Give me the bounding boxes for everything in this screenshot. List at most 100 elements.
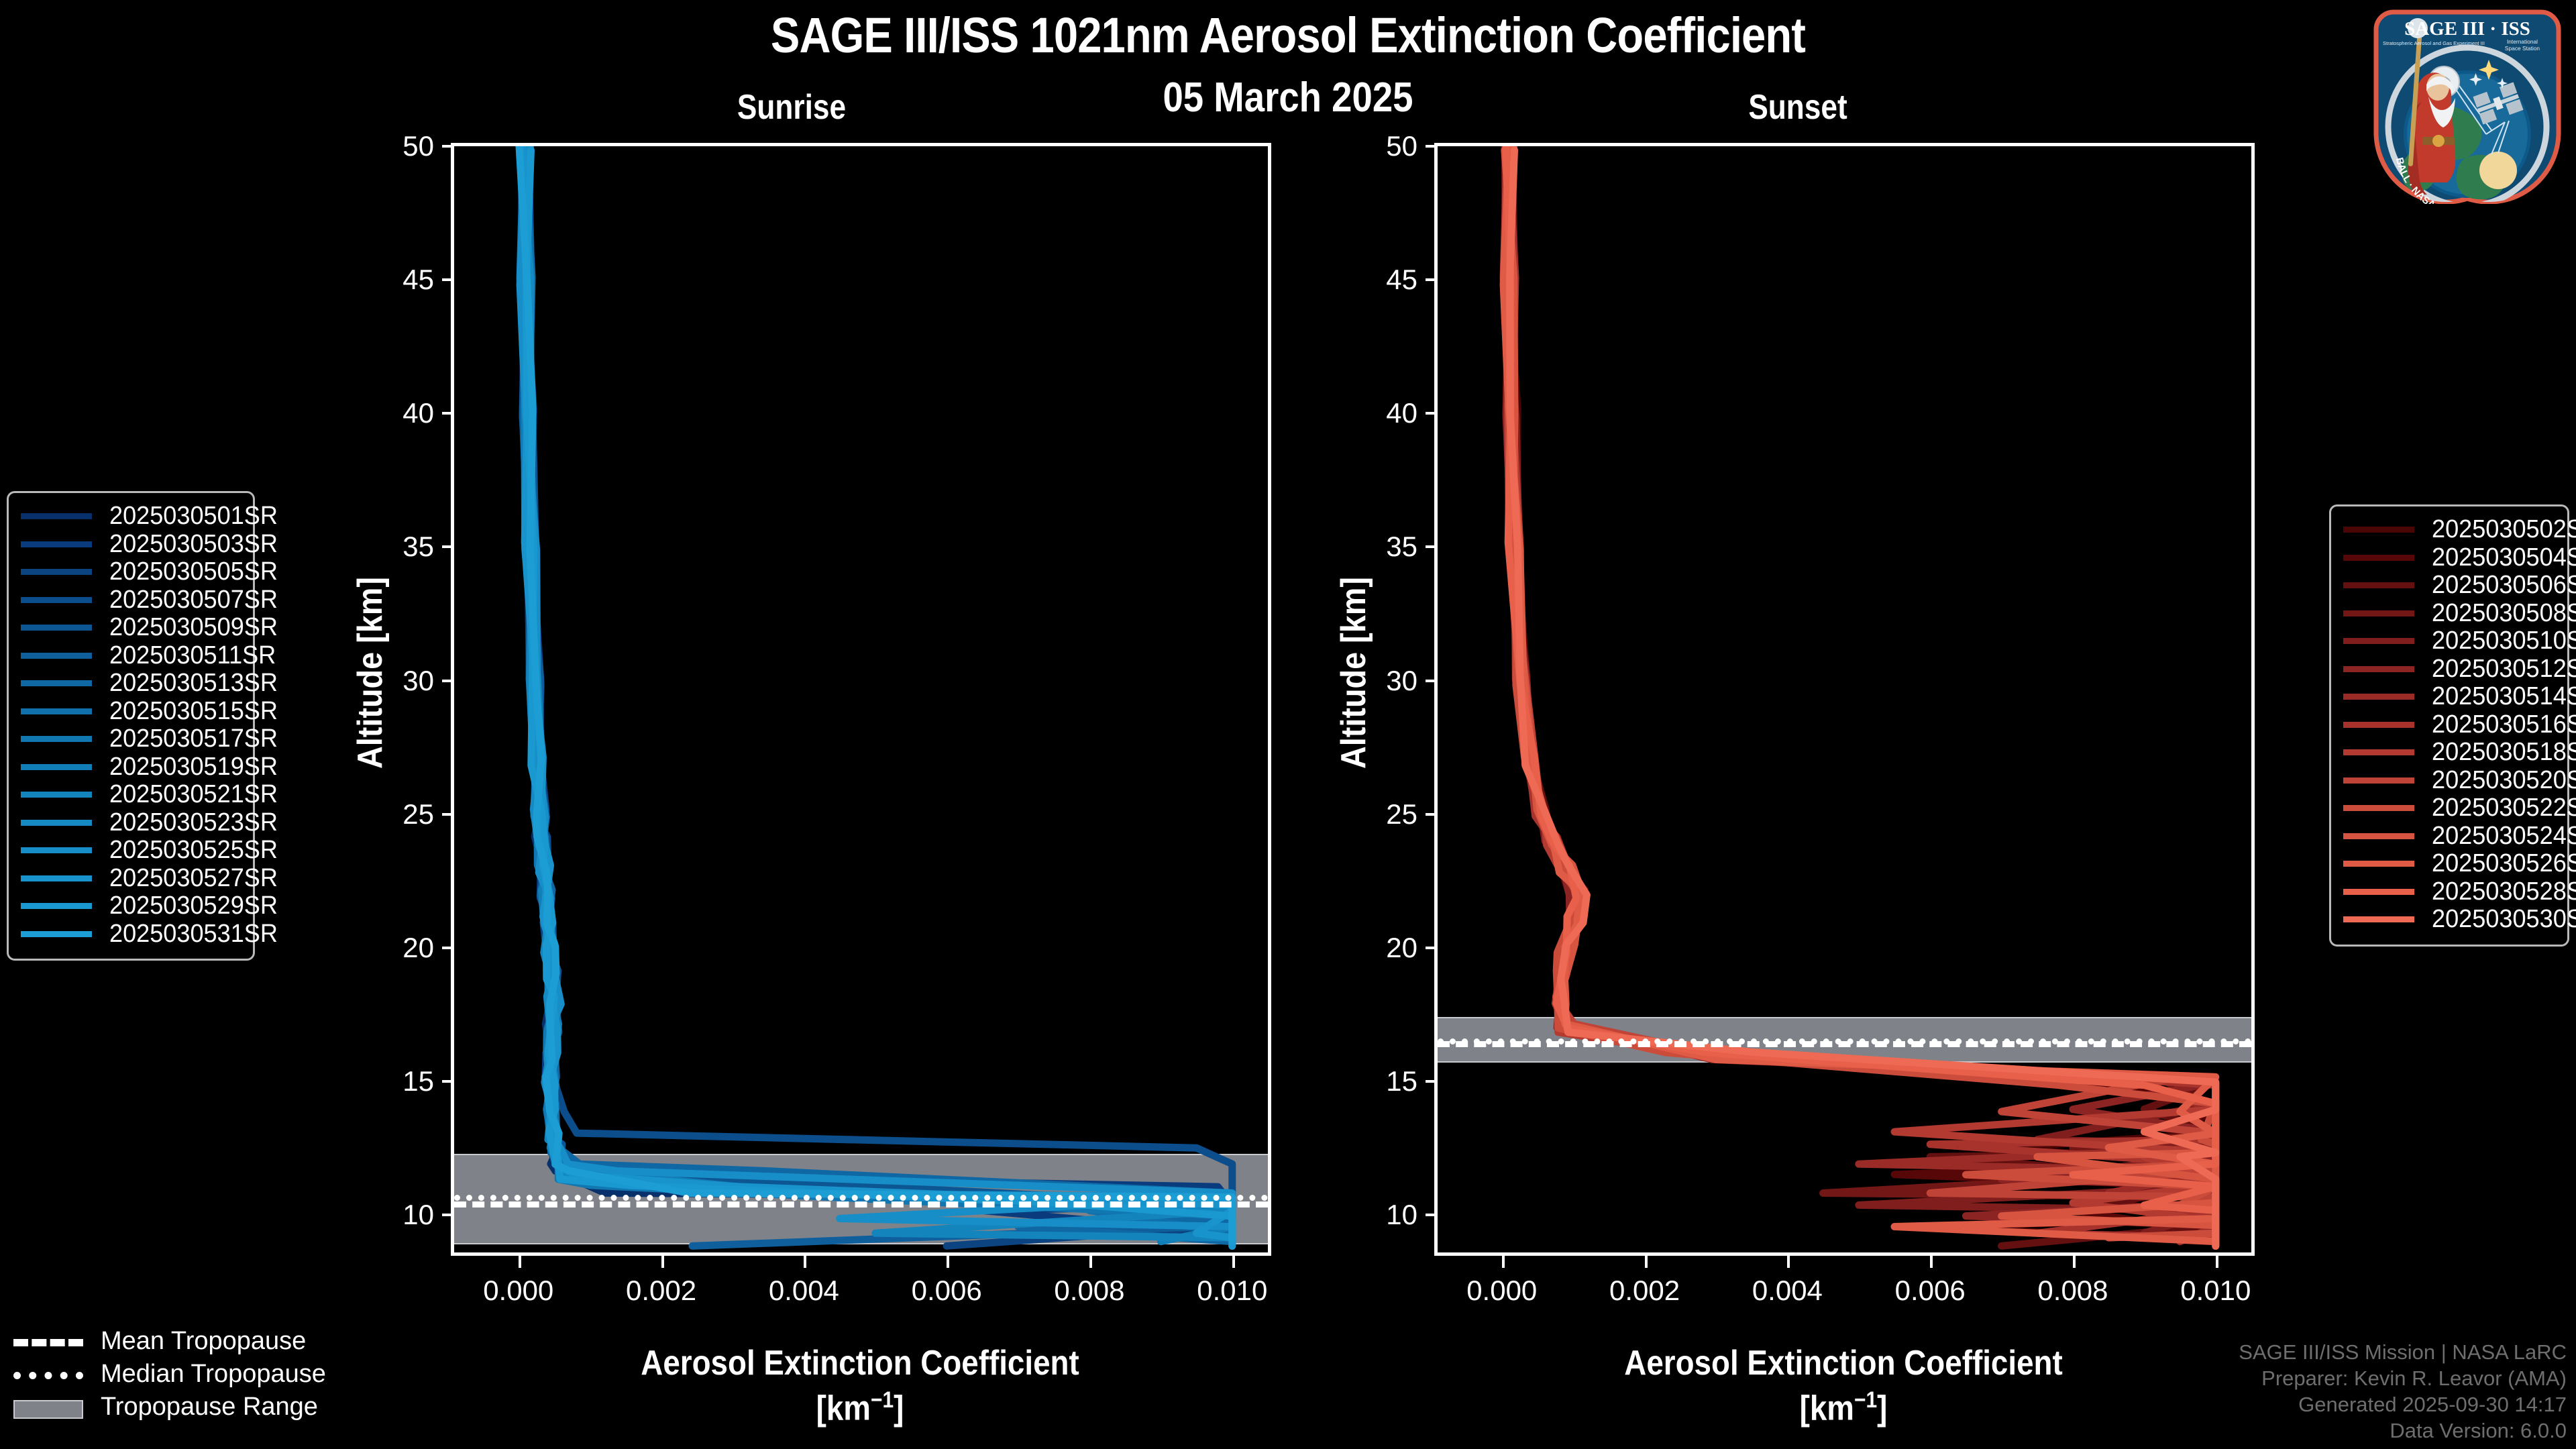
sunset-legend[interactable]: 2025030502SS2025030504SS2025030506SS2025…	[2329, 504, 2576, 947]
legend-item[interactable]: 2025030518SS	[2343, 738, 2576, 767]
extinction-profile-curves	[1499, 146, 2220, 1250]
legend-color-swatch	[21, 736, 92, 743]
x-axis-tick-label: 0.000	[483, 1275, 554, 1306]
x-axis-units: [km−1]	[816, 1387, 904, 1428]
legend-item-label: 2025030503SR	[109, 529, 278, 558]
legend-item-label: 2025030508SS	[2432, 598, 2576, 627]
legend-item-label: 2025030510SS	[2432, 627, 2576, 655]
sunrise-plot-area	[454, 146, 1268, 1252]
y-axis-tick-label: 10	[1386, 1199, 1417, 1231]
legend-item[interactable]: 2025030505SR	[21, 557, 278, 586]
legend-color-swatch	[2343, 665, 2414, 672]
legend-color-swatch	[2343, 582, 2414, 589]
legend-item[interactable]: 2025030516SS	[2343, 710, 2576, 739]
y-axis-tick-mark	[1426, 145, 1438, 148]
y-axis-tick-mark	[442, 1080, 454, 1083]
legend-item[interactable]: 2025030502SS	[2343, 515, 2576, 544]
legend-item[interactable]: 2025030506SS	[2343, 571, 2576, 600]
legend-color-swatch	[21, 596, 92, 603]
x-axis-tick-mark	[518, 1256, 521, 1268]
tropopause-median-label: Median Tropopause	[101, 1360, 326, 1388]
legend-color-swatch	[2343, 888, 2414, 895]
x-axis-tick-label: 0.006	[1894, 1275, 1966, 1306]
y-axis-title: Altitude [km]	[1334, 577, 1373, 769]
legend-item-label: 2025030509SR	[109, 613, 278, 642]
x-axis-tick-label: 0.004	[1752, 1275, 1823, 1306]
legend-item[interactable]: 2025030508SS	[2343, 599, 2576, 628]
legend-item[interactable]: 2025030527SR	[21, 864, 278, 893]
tropopause-range-key: Tropopause Range	[13, 1391, 326, 1424]
legend-item[interactable]: 2025030531SR	[21, 920, 278, 949]
legend-item[interactable]: 2025030523SR	[21, 808, 278, 837]
legend-item[interactable]: 2025030519SR	[21, 753, 278, 782]
legend-color-swatch	[2343, 749, 2414, 756]
legend-item[interactable]: 2025030521SR	[21, 780, 278, 809]
y-axis-tick-label: 10	[402, 1199, 434, 1231]
legend-item[interactable]: 2025030503SR	[21, 530, 278, 559]
x-axis-tick-mark	[1089, 1256, 1092, 1268]
legend-item[interactable]: 2025030513SR	[21, 669, 278, 698]
y-axis-tick-label: 15	[402, 1065, 434, 1097]
legend-item[interactable]: 2025030501SR	[21, 502, 278, 531]
legend-item[interactable]: 2025030514SS	[2343, 682, 2576, 711]
y-axis-tick-label: 30	[402, 664, 434, 696]
legend-item[interactable]: 2025030522SS	[2343, 794, 2576, 822]
legend-item[interactable]: 2025030530SS	[2343, 905, 2576, 934]
legend-item[interactable]: 2025030525SR	[21, 836, 278, 865]
credits-block: SAGE III/ISS Mission | NASA LaRC Prepare…	[2239, 1339, 2567, 1444]
legend-item-label: 2025030525SR	[109, 836, 278, 865]
sunrise-plot-panel[interactable]	[451, 143, 1271, 1256]
tropopause-legend: Mean Tropopause Median Tropopause Tropop…	[13, 1325, 326, 1424]
legend-item[interactable]: 2025030520SS	[2343, 766, 2576, 795]
y-axis-tick-mark	[442, 545, 454, 549]
legend-color-swatch	[21, 903, 92, 910]
legend-item[interactable]: 2025030529SR	[21, 892, 278, 920]
credits-line-generated: Generated 2025-09-30 14:17	[2298, 1392, 2567, 1416]
y-axis-tick-label: 20	[1386, 931, 1417, 963]
legend-item[interactable]: 2025030524SS	[2343, 822, 2576, 851]
legend-color-swatch	[2343, 554, 2414, 561]
legend-item-label: 2025030506SS	[2432, 571, 2576, 600]
credits-line-version: Data Version: 6.0.0	[2390, 1418, 2567, 1442]
y-axis-tick-mark	[1426, 946, 1438, 949]
profile-line	[1506, 146, 2220, 1250]
y-axis-tick-label: 35	[402, 531, 434, 563]
legend-item[interactable]: 2025030517SR	[21, 724, 278, 753]
legend-color-swatch	[2343, 833, 2414, 839]
svg-text:International: International	[2507, 38, 2538, 45]
legend-item[interactable]: 2025030528SS	[2343, 877, 2576, 906]
tropopause-mean-label: Mean Tropopause	[101, 1327, 307, 1355]
credits-line-mission: SAGE III/ISS Mission | NASA LaRC	[2239, 1340, 2567, 1364]
x-axis-tick-mark	[804, 1256, 807, 1268]
median-tropopause-line	[454, 1195, 1268, 1201]
x-axis-title: Aerosol Extinction Coefficient	[1624, 1344, 2063, 1383]
dotted-line-icon	[13, 1367, 83, 1382]
legend-color-swatch	[21, 652, 92, 659]
legend-item[interactable]: 2025030509SR	[21, 613, 278, 642]
y-axis-tick-mark	[442, 1214, 454, 1217]
legend-item-label: 2025030512SS	[2432, 654, 2576, 683]
legend-item[interactable]: 2025030512SS	[2343, 655, 2576, 684]
legend-color-swatch	[21, 569, 92, 576]
legend-color-swatch	[21, 708, 92, 714]
legend-item-label: 2025030515SR	[109, 696, 278, 725]
legend-item[interactable]: 2025030526SS	[2343, 849, 2576, 878]
legend-item[interactable]: 2025030515SR	[21, 697, 278, 726]
legend-color-swatch	[2343, 638, 2414, 645]
x-axis-tick-label: 0.008	[2037, 1275, 2108, 1306]
legend-item-label: 2025030511SR	[109, 641, 276, 669]
y-axis-tick-mark	[442, 278, 454, 282]
sunset-plot-panel[interactable]	[1434, 143, 2255, 1256]
legend-item[interactable]: 2025030511SR	[21, 641, 276, 670]
tropopause-range-label: Tropopause Range	[101, 1393, 318, 1421]
x-axis-tick-label: 0.002	[1609, 1275, 1680, 1306]
y-axis-tick-mark	[442, 946, 454, 949]
legend-item[interactable]: 2025030510SS	[2343, 627, 2576, 655]
sunrise-legend[interactable]: 2025030501SR 2025030503SR 2025030505SR 2025…	[7, 491, 278, 961]
x-axis-tick-label: 0.004	[768, 1275, 839, 1306]
legend-item[interactable]: 2025030504SS	[2343, 543, 2576, 572]
legend-item-label: 2025030522SS	[2432, 794, 2576, 822]
legend-item[interactable]: 2025030507SR	[21, 586, 278, 614]
mean-tropopause-line	[454, 1201, 1268, 1208]
page-subtitle: 05 March 2025	[1163, 74, 1413, 121]
